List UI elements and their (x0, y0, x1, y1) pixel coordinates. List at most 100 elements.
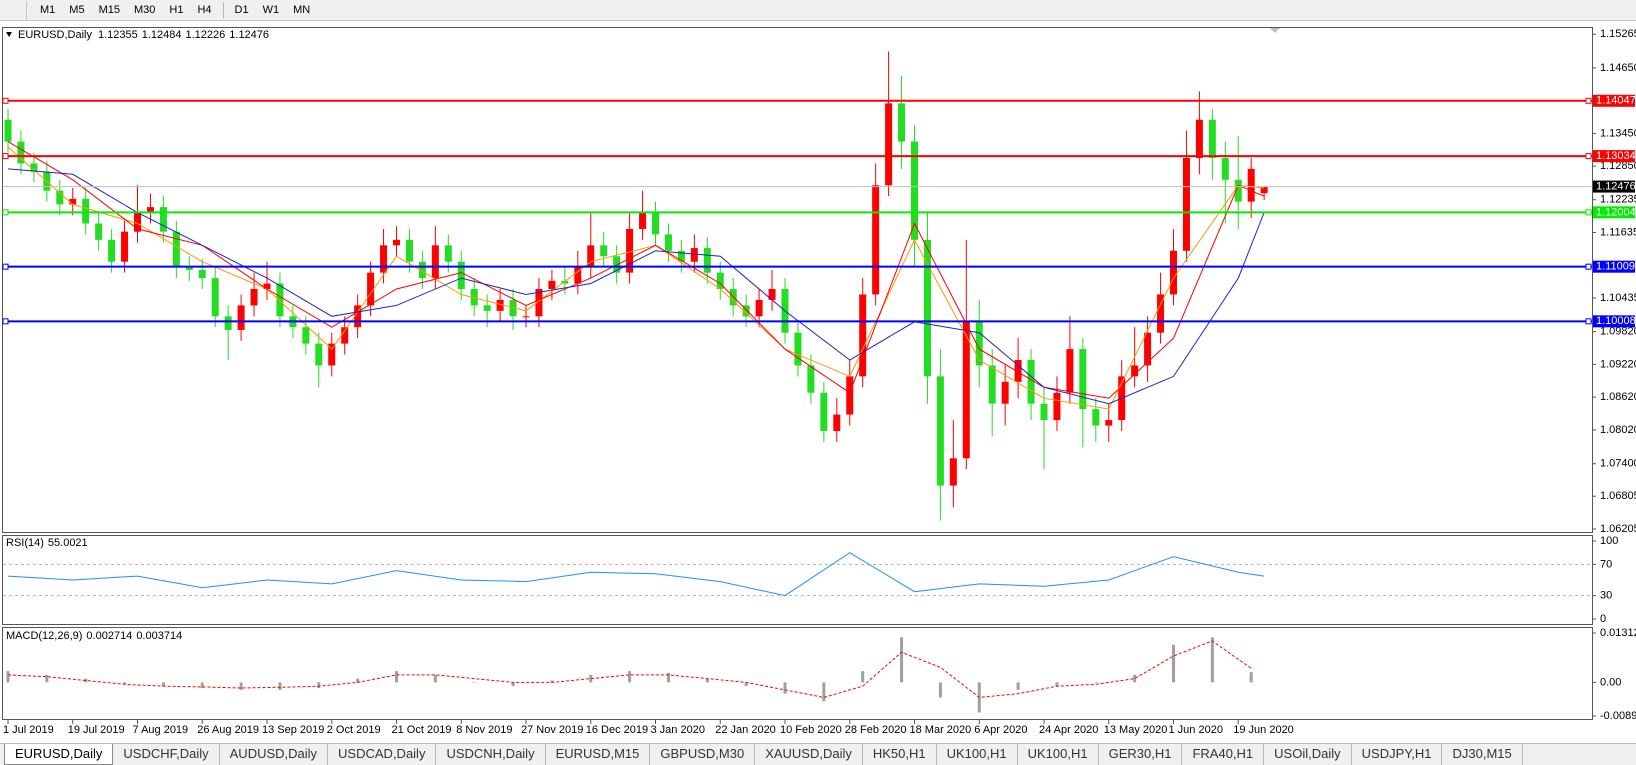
chart-tab[interactable]: GER30,H1 (1099, 744, 1183, 765)
timeframe-button[interactable]: MN (293, 3, 311, 16)
timeframe-button[interactable]: H1 (169, 3, 184, 16)
chart-tab[interactable]: DJ30,M15 (1442, 744, 1523, 765)
header-arrow (6, 32, 12, 37)
y-tick-label: 0 (1600, 613, 1606, 625)
macd-header: MACD(12,26,9) 0.002714 0.003714 (6, 630, 182, 642)
chart-tab[interactable]: EURUSD,Daily (4, 744, 114, 765)
chart-tab[interactable]: USOil,Daily (1264, 744, 1352, 765)
candle-body (237, 305, 245, 330)
candle-body (936, 376, 944, 486)
macd-bar (783, 682, 787, 694)
x-tick-label: 27 Nov 2019 (521, 724, 583, 736)
candle-body (483, 305, 491, 311)
x-tick-label: 26 Aug 2019 (197, 724, 259, 736)
candle-body (341, 327, 349, 344)
macd-bar (161, 682, 165, 687)
x-tick-label: 13 Sep 2019 (262, 724, 324, 736)
macd-bar (666, 672, 670, 683)
chart-tabs: EURUSD,Daily USDCHF,Daily AUDUSD,Daily USDC… (0, 743, 1636, 765)
candle-body (108, 239, 116, 262)
macd-title: MACD(12,26,9) (6, 630, 82, 642)
timeframe-button[interactable]: M15 (98, 3, 120, 16)
timeframe-button[interactable]: M1 (40, 3, 56, 16)
chart-tab[interactable]: HK50,H1 (863, 744, 937, 765)
candle-body (1234, 179, 1242, 202)
candle-body (626, 228, 634, 273)
chart-tab[interactable]: USDJPY,H1 (1352, 744, 1443, 765)
macd-bar (395, 671, 398, 683)
candle-body (30, 163, 38, 172)
level-anchor (1585, 318, 1592, 325)
candle-body (574, 267, 582, 284)
candle-body (393, 239, 400, 246)
macd-current: 0.002714 (86, 630, 132, 642)
chart-tab[interactable]: UK100,H1 (1018, 744, 1099, 765)
level-anchor (1585, 209, 1592, 216)
candle-body (17, 141, 25, 164)
candle-body (755, 299, 763, 317)
timeframe-button[interactable]: D1 (234, 3, 249, 16)
moving-average (7, 141, 1265, 399)
chart-tab[interactable]: AUDUSD,Daily (220, 744, 329, 765)
chart-tab[interactable]: XAUUSD,Daily (755, 744, 863, 765)
y-tick-label: 1.12850 (1600, 160, 1636, 172)
candle-body (1027, 359, 1035, 404)
level-label: 1.11009 (1596, 261, 1635, 273)
x-tick-label: 1 Jun 2020 (1169, 724, 1223, 736)
candle-body (872, 185, 880, 295)
macd-bar (938, 682, 942, 698)
macd-bar (511, 682, 515, 687)
chart-tab[interactable]: USDCHF,Daily (113, 744, 220, 765)
level-anchor (1585, 263, 1592, 270)
macd-bar (705, 678, 709, 683)
chart: EURUSD,Daily 1.12355 1.12484 1.12226 1.12476… (2, 27, 1636, 736)
chart-tab[interactable]: EURUSD,M15 (546, 744, 651, 765)
candle-body (496, 299, 504, 311)
macd-bar (1055, 682, 1059, 687)
rsi-header: RSI(14) 55.0021 (6, 537, 88, 549)
candle-body (1260, 186, 1268, 194)
candle-body (561, 280, 569, 284)
candle-body (95, 223, 103, 240)
candle-body (1221, 157, 1229, 180)
macd-bar (900, 637, 904, 683)
chart-tab[interactable]: GBPUSD,M30 (650, 744, 756, 765)
level-label: 1.13034 (1596, 150, 1636, 162)
x-tick-label: 28 Feb 2020 (845, 724, 907, 736)
x-tick-label: 19 Jun 2020 (1233, 724, 1294, 736)
candle-body (134, 212, 141, 232)
timeframe-button[interactable]: M5 (69, 3, 85, 16)
level-anchor (2, 97, 9, 104)
level-anchor (2, 318, 9, 325)
timeframe-button[interactable]: W1 (262, 3, 280, 16)
candle-body (975, 321, 983, 366)
header-low: 1.12226 (186, 29, 226, 41)
macd-bar (472, 682, 476, 683)
level-tag (1593, 206, 1635, 219)
level-anchor (1585, 153, 1592, 160)
x-tick-label: 22 Jan 2020 (715, 724, 776, 736)
candle-body (315, 343, 323, 366)
macd-bar (628, 671, 632, 683)
candle-body (263, 283, 271, 290)
candle-body (859, 294, 867, 377)
cursor-tool[interactable] (0, 0, 27, 20)
chart-tab[interactable]: USDCNH,Daily (436, 744, 546, 765)
candle-body (846, 376, 854, 415)
candle-body (354, 305, 362, 328)
candle-body (535, 289, 543, 317)
candle-body (820, 392, 828, 431)
x-tick-label: 21 Oct 2019 (392, 724, 452, 736)
main-panel-frame (2, 27, 1593, 533)
chart-tab[interactable]: UK100,H1 (937, 744, 1018, 765)
x-tick-label: 19 Jul 2019 (68, 724, 125, 736)
candle-body (431, 245, 439, 279)
macd-bar (356, 678, 360, 683)
level-anchor (1585, 97, 1592, 104)
timeframe-button[interactable]: M30 (133, 3, 156, 16)
y-tick-label: 1.09220 (1600, 358, 1636, 370)
chart-tab[interactable]: USDCAD,Daily (328, 744, 437, 765)
chart-tab[interactable]: FRA40,H1 (1182, 744, 1265, 765)
y-tick-label: 0.00 (1600, 676, 1621, 688)
timeframe-button[interactable]: H4 (197, 3, 212, 16)
